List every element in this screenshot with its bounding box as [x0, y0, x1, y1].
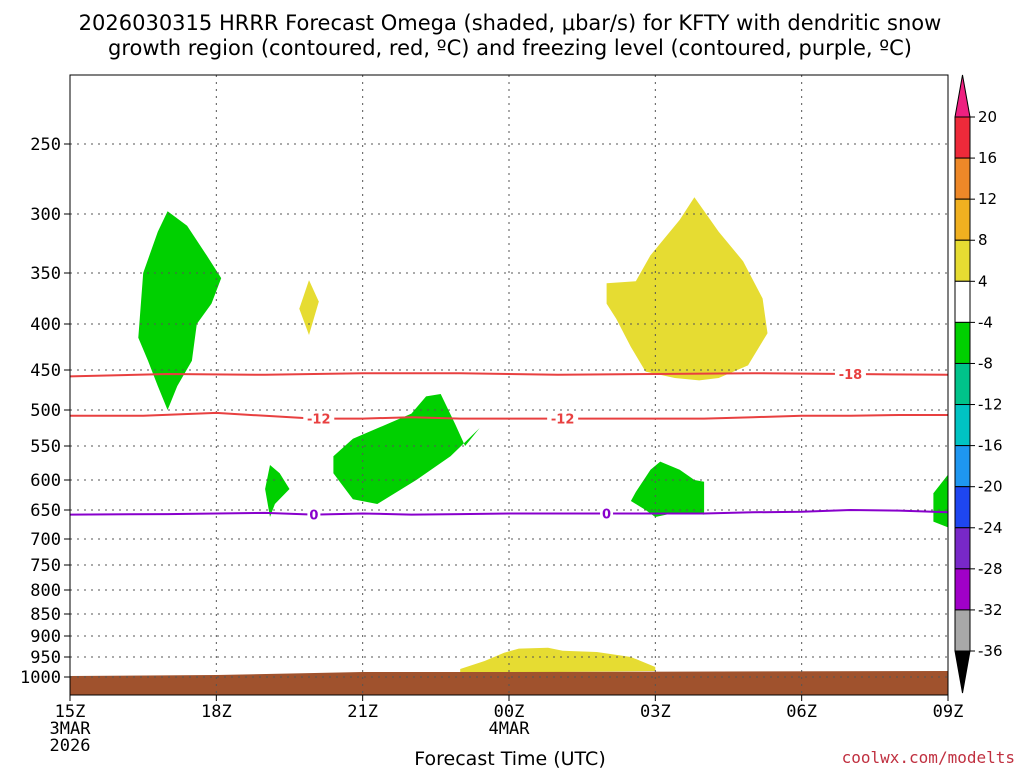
x-tick-label: 09Z	[933, 702, 964, 722]
contour-label: -12	[307, 413, 331, 428]
colorbar-label: 16	[978, 149, 997, 167]
y-tick-label: 750	[30, 556, 61, 576]
contour-label-background	[307, 506, 321, 523]
colorbar-swatch	[954, 404, 971, 447]
colorbar: 20 16 12 8 4 -4 -8 -12 -16 -20 -24 -28 -32 -36	[954, 74, 1003, 694]
omega-region	[630, 461, 705, 517]
x-tick-label: 00Z	[494, 702, 525, 722]
colorbar-swatch	[954, 321, 971, 364]
y-tick-label: 950	[30, 648, 61, 668]
x-tick-label: 3MAR	[50, 719, 92, 739]
colorbar-label: -36	[978, 642, 1003, 660]
omega-region	[606, 197, 768, 381]
y-tick-label: 350	[30, 264, 61, 284]
omega-shaded-regions	[138, 197, 948, 673]
x-tick-label: 15Z	[55, 702, 86, 722]
colorbar-swatch	[954, 280, 971, 323]
credit-text: coolwx.com/modelts	[842, 748, 1015, 767]
y-tick-label: 300	[30, 205, 61, 225]
colorbar-swatch	[954, 362, 971, 406]
freezing-contour-line	[69, 508, 949, 516]
contour-label: 0	[309, 509, 318, 524]
x-tick-label: 06Z	[786, 702, 817, 722]
colorbar-label: -4	[978, 313, 993, 331]
y-tick-label: 650	[30, 501, 61, 521]
omega-region	[460, 647, 656, 673]
contour-label-background	[547, 410, 579, 427]
y-tick-label: 800	[30, 581, 61, 601]
contour-label: -18	[839, 368, 863, 383]
colorbar-label: 20	[978, 108, 997, 126]
contour-label-background	[303, 410, 335, 427]
omega-region	[265, 465, 290, 517]
y-tick-label: 700	[30, 530, 61, 550]
x-tick-label: 4MAR	[489, 719, 531, 739]
colorbar-swatch	[954, 445, 971, 488]
colorbar-label: 8	[978, 231, 988, 249]
colorbar-swatch	[954, 568, 971, 611]
colorbar-swatch	[954, 198, 971, 241]
colorbar-swatch	[954, 486, 971, 529]
omega-region	[299, 280, 319, 335]
colorbar-swatch	[954, 157, 971, 200]
colorbar-label: -12	[978, 396, 1003, 414]
x-axis-label: Forecast Time (UTC)	[414, 748, 605, 768]
contour-label-background	[834, 366, 866, 382]
x-tick-label: 21Z	[347, 702, 378, 722]
colorbar-label: -24	[978, 519, 1003, 537]
colorbar-label: -8	[978, 354, 993, 372]
colorbar-label: -28	[978, 560, 1003, 578]
colorbar-swatch	[954, 239, 971, 282]
y-tick-label: 900	[30, 627, 61, 647]
x-tick-label: 2026	[50, 736, 91, 756]
colorbar-swatch	[954, 527, 971, 570]
y-tick-label: 450	[30, 361, 61, 381]
omega-region	[333, 394, 480, 504]
colorbar-label: -32	[978, 601, 1003, 619]
colorbar-label: 4	[978, 272, 988, 290]
contour-lines: -18 -12 -12 0 0	[69, 366, 949, 524]
colorbar-top-triangle	[954, 74, 971, 118]
omega-region	[933, 474, 948, 528]
y-axis-ticks: 2503003504004505005506006507007508008509…	[20, 135, 70, 688]
colorbar-label: 12	[978, 190, 997, 208]
x-tick-label: 03Z	[640, 702, 671, 722]
colorbar-label: -20	[978, 478, 1003, 496]
y-tick-label: 1000	[20, 668, 61, 688]
y-tick-label: 250	[30, 135, 61, 155]
dendritic-contour-line	[69, 372, 949, 378]
colorbar-label: -16	[978, 437, 1003, 455]
contour-label: -12	[551, 413, 575, 428]
colorbar-swatch	[954, 116, 971, 159]
contour-label: 0	[602, 507, 611, 522]
dendritic-contour-line	[70, 411, 948, 420]
chart-title-line1: 2026030315 HRRR Forecast Omega (shaded, …	[79, 11, 942, 35]
y-tick-label: 850	[30, 605, 61, 625]
chart-title-line2: growth region (contoured, red, ºC) and f…	[108, 36, 912, 60]
y-tick-label: 500	[30, 401, 61, 421]
y-tick-label: 600	[30, 471, 61, 491]
y-tick-label: 400	[30, 315, 61, 335]
colorbar-swatch	[954, 609, 971, 652]
grid-lines	[69, 75, 949, 695]
y-tick-label: 550	[30, 437, 61, 457]
contour-label-background	[600, 505, 614, 522]
omega-region	[138, 211, 222, 410]
colorbar-bottom-triangle	[954, 650, 971, 694]
x-tick-label: 18Z	[201, 702, 232, 722]
